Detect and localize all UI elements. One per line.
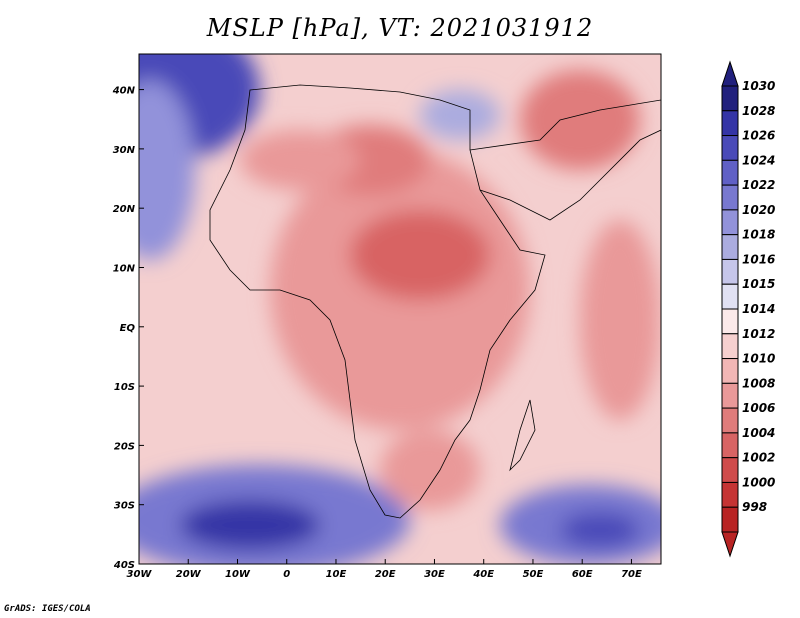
colorbar-label: 1030 (742, 79, 775, 93)
colorbar-segment (721, 308, 739, 335)
y-tick-label: 10S (114, 382, 135, 393)
colorbar-label: 998 (742, 500, 767, 514)
colorbar-top-arrow (721, 60, 739, 87)
colorbar-segment (721, 506, 739, 533)
colorbar-segment (721, 258, 739, 285)
colorbar-segment (721, 382, 739, 409)
y-tick-label: 20N (113, 204, 136, 215)
colorbar-segment (721, 358, 739, 384)
y-tick-label: 20S (114, 441, 135, 452)
y-axis: 40S 30S 20S 10S EQ 10N 20N 30N 40N (112, 86, 144, 571)
colorbar-label: 1002 (742, 451, 775, 465)
colorbar-segment (721, 407, 739, 434)
footer-credit: GrADS: IGES/COLA (4, 604, 91, 614)
colorbar-segment (721, 184, 739, 211)
x-tick-label: 50E (523, 569, 544, 580)
colorbar-segment (721, 283, 739, 310)
coastlines (209, 84, 661, 519)
x-tick-label: 20E (375, 569, 396, 580)
x-tick-label: 20W (176, 569, 202, 580)
colorbar-bottom-arrow (721, 531, 739, 558)
colorbar-label: 1006 (742, 401, 775, 415)
colorbar-segment (721, 481, 739, 508)
colorbar-label: 1016 (742, 252, 775, 266)
colorbar-label: 1015 (742, 277, 775, 291)
colorbar-label: 1022 (742, 178, 775, 192)
colorbar-label: 1024 (742, 153, 775, 167)
colorbar-label: 1000 (742, 475, 775, 489)
colorbar-segment (721, 432, 739, 459)
colorbar: 1030 1028 1026 1024 1022 1020 1018 1016 1015 1014… (721, 60, 775, 558)
x-tick-label: 40E (472, 569, 494, 580)
colorbar-label: 1014 (742, 302, 775, 316)
x-tick-label: 10E (326, 569, 347, 580)
colorbar-segment (721, 457, 739, 483)
y-tick-label: 30S (114, 501, 135, 512)
chart-title: MSLP [hPa], VT: 2021031912 (206, 14, 594, 42)
colorbar-label: 1012 (742, 327, 775, 341)
colorbar-label: 1004 (742, 426, 775, 440)
x-tick-label: 30W (127, 569, 153, 580)
x-axis: 30W 20W 10W 0 10E 20E 30E 40E 50E 60E 70E (127, 559, 642, 580)
x-tick-label: 60E (572, 569, 593, 580)
y-tick-label: 30N (113, 145, 136, 156)
colorbar-segment (721, 110, 739, 137)
colorbar-label: 1008 (742, 376, 775, 390)
colorbar-segment (721, 85, 739, 112)
colorbar-label: 1018 (742, 228, 775, 242)
x-tick-label: 30E (424, 569, 445, 580)
pressure-field (139, 54, 661, 564)
y-tick-label: EQ (120, 323, 136, 334)
colorbar-label: 1020 (742, 203, 775, 217)
y-tick-label: 40S (113, 560, 135, 571)
colorbar-segment (721, 135, 739, 161)
y-tick-label: 40N (112, 86, 136, 97)
x-tick-label: 10W (225, 569, 251, 580)
colorbar-segment (721, 159, 739, 186)
colorbar-segment (721, 333, 739, 360)
colorbar-label: 1026 (742, 129, 775, 143)
colorbar-label: 1028 (742, 104, 775, 118)
colorbar-segment (721, 209, 739, 236)
colorbar-label: 1010 (742, 352, 775, 366)
x-tick-label: 0 (283, 569, 290, 580)
x-tick-label: 70E (621, 569, 642, 580)
map-frame (138, 53, 662, 565)
colorbar-segment (721, 234, 739, 260)
y-tick-label: 10N (113, 263, 136, 274)
